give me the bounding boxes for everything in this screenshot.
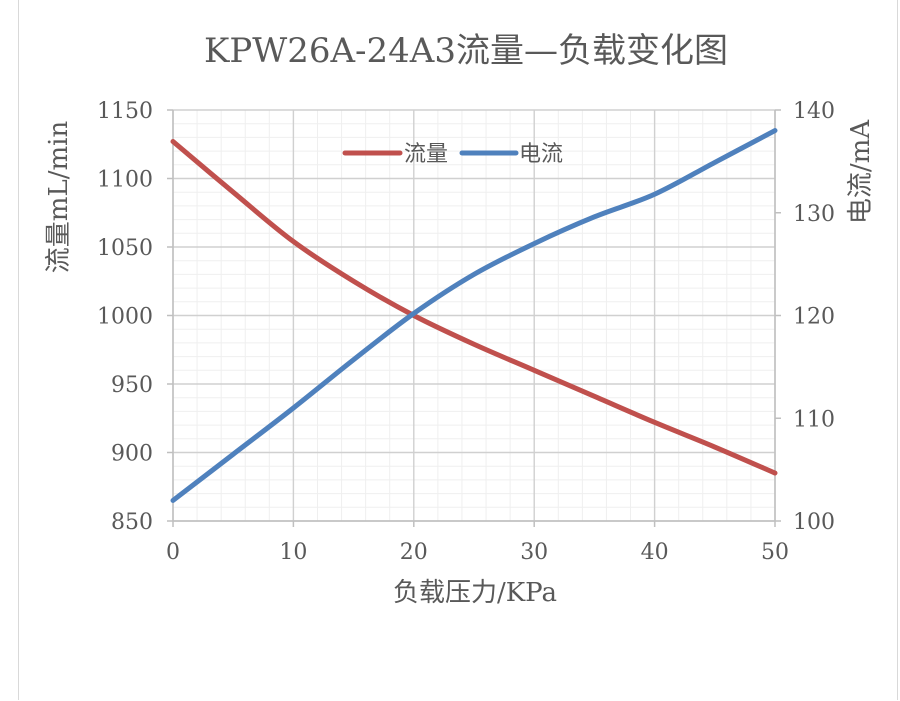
y-right-tick-label: 120 — [793, 305, 835, 330]
x-axis-label: 负载压力/KPa — [393, 578, 557, 608]
legend: 流量 电流 — [342, 142, 563, 167]
y-left-tick-label: 1000 — [97, 305, 153, 330]
series-lines — [170, 128, 778, 503]
major-gridlines — [172, 109, 776, 522]
y-right-tick-label: 110 — [793, 407, 835, 432]
x-tick-label: 40 — [641, 540, 669, 565]
x-tick-label: 0 — [166, 540, 180, 565]
x-tick-label: 10 — [279, 540, 307, 565]
y-axis-right-label: 电流/mA — [846, 119, 876, 224]
legend-label: 电流 — [519, 142, 563, 167]
y-left-tick-label: 1050 — [97, 236, 153, 261]
y-left-tick-label: 850 — [111, 510, 153, 535]
y-left-tick-label: 1100 — [97, 168, 153, 193]
chart-title: KPW26A-24A3流量—负载变化图 — [204, 31, 728, 71]
series-line-flow — [170, 139, 778, 476]
y-left-tick-label: 1150 — [97, 99, 153, 124]
x-tick-label: 20 — [400, 540, 428, 565]
y-axis-left-label: 流量mL/min — [44, 121, 74, 274]
y-left-tick-label: 900 — [111, 442, 153, 467]
y-right-tick-label: 140 — [793, 99, 835, 124]
y-right-tick-label: 100 — [793, 510, 835, 535]
x-tick-label: 50 — [761, 540, 789, 565]
x-tick-label: 30 — [520, 540, 548, 565]
y-left-tick-label: 950 — [111, 373, 153, 398]
series-line-current — [170, 128, 778, 503]
y-right-tick-label: 130 — [793, 202, 835, 227]
chart-frame — [18, 0, 898, 700]
axes — [167, 109, 781, 527]
tick-labels: 0 10 20 30 40 50 850 900 950 1000 1050 1100 1150 100 1… — [97, 99, 835, 565]
legend-label: 流量 — [404, 142, 448, 167]
